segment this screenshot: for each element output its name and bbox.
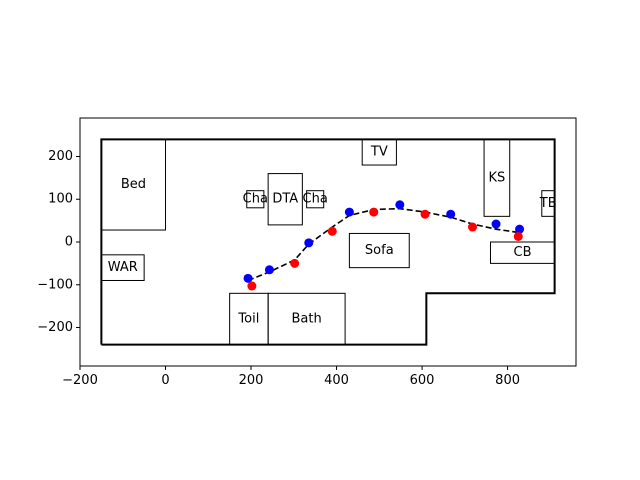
scatter-point [446, 209, 456, 219]
furniture-label: Bed [121, 177, 146, 192]
furniture-label: Sofa [365, 243, 394, 258]
scatter-point [491, 219, 501, 229]
x-tick-label: 800 [495, 373, 520, 388]
furniture-box [306, 190, 325, 209]
x-tick-label: 0 [161, 373, 169, 388]
furniture-box [348, 232, 410, 269]
y-tick-label: −100 [37, 277, 73, 292]
scatter-point [344, 207, 354, 217]
scatter-point [395, 200, 405, 210]
furniture-label: TV [370, 145, 388, 160]
furniture-box [541, 190, 556, 217]
x-tick-label: −200 [62, 373, 98, 388]
y-tick-label: 0 [65, 235, 73, 250]
scatter-point [327, 226, 337, 236]
y-tick-label: 100 [48, 192, 73, 207]
furniture-label: KS [489, 170, 506, 185]
furniture-box [483, 138, 511, 217]
scatter-point [468, 222, 478, 232]
furniture-box [361, 138, 397, 166]
furniture-label: Cha [243, 192, 268, 207]
scatter-point [247, 281, 257, 291]
scatter-point [420, 209, 430, 219]
x-tick-label: 600 [410, 373, 435, 388]
furniture-box [489, 241, 556, 264]
y-tick-label: −200 [37, 320, 73, 335]
furniture-label: TB [539, 196, 557, 211]
furniture-label: Toil [237, 311, 259, 326]
scatter-point [513, 231, 523, 241]
furniture-label: CB [514, 245, 532, 260]
furniture-box [267, 173, 303, 226]
furniture-label: WAR [108, 260, 138, 275]
plot-area: Bed WAR Cha DTA Cha TV Sofa KS TB CB Toil Bath −200 0… [37, 117, 577, 388]
scatter-point [290, 258, 300, 268]
y-tick-label: 200 [48, 149, 73, 164]
furniture-box [100, 138, 167, 231]
furniture-box [246, 190, 265, 209]
scatter-point [243, 273, 253, 283]
furniture-label: Bath [292, 311, 322, 326]
x-tick-label: 400 [324, 373, 349, 388]
furniture-label: Cha [303, 192, 328, 207]
scatter-point [304, 238, 314, 248]
furniture-box [100, 254, 145, 281]
furniture-box [267, 292, 346, 346]
x-tick-label: 200 [239, 373, 264, 388]
scatter-point [369, 207, 379, 217]
scatter-point [264, 265, 274, 275]
furniture-label: DTA [272, 192, 298, 207]
scatter-point [515, 224, 525, 234]
